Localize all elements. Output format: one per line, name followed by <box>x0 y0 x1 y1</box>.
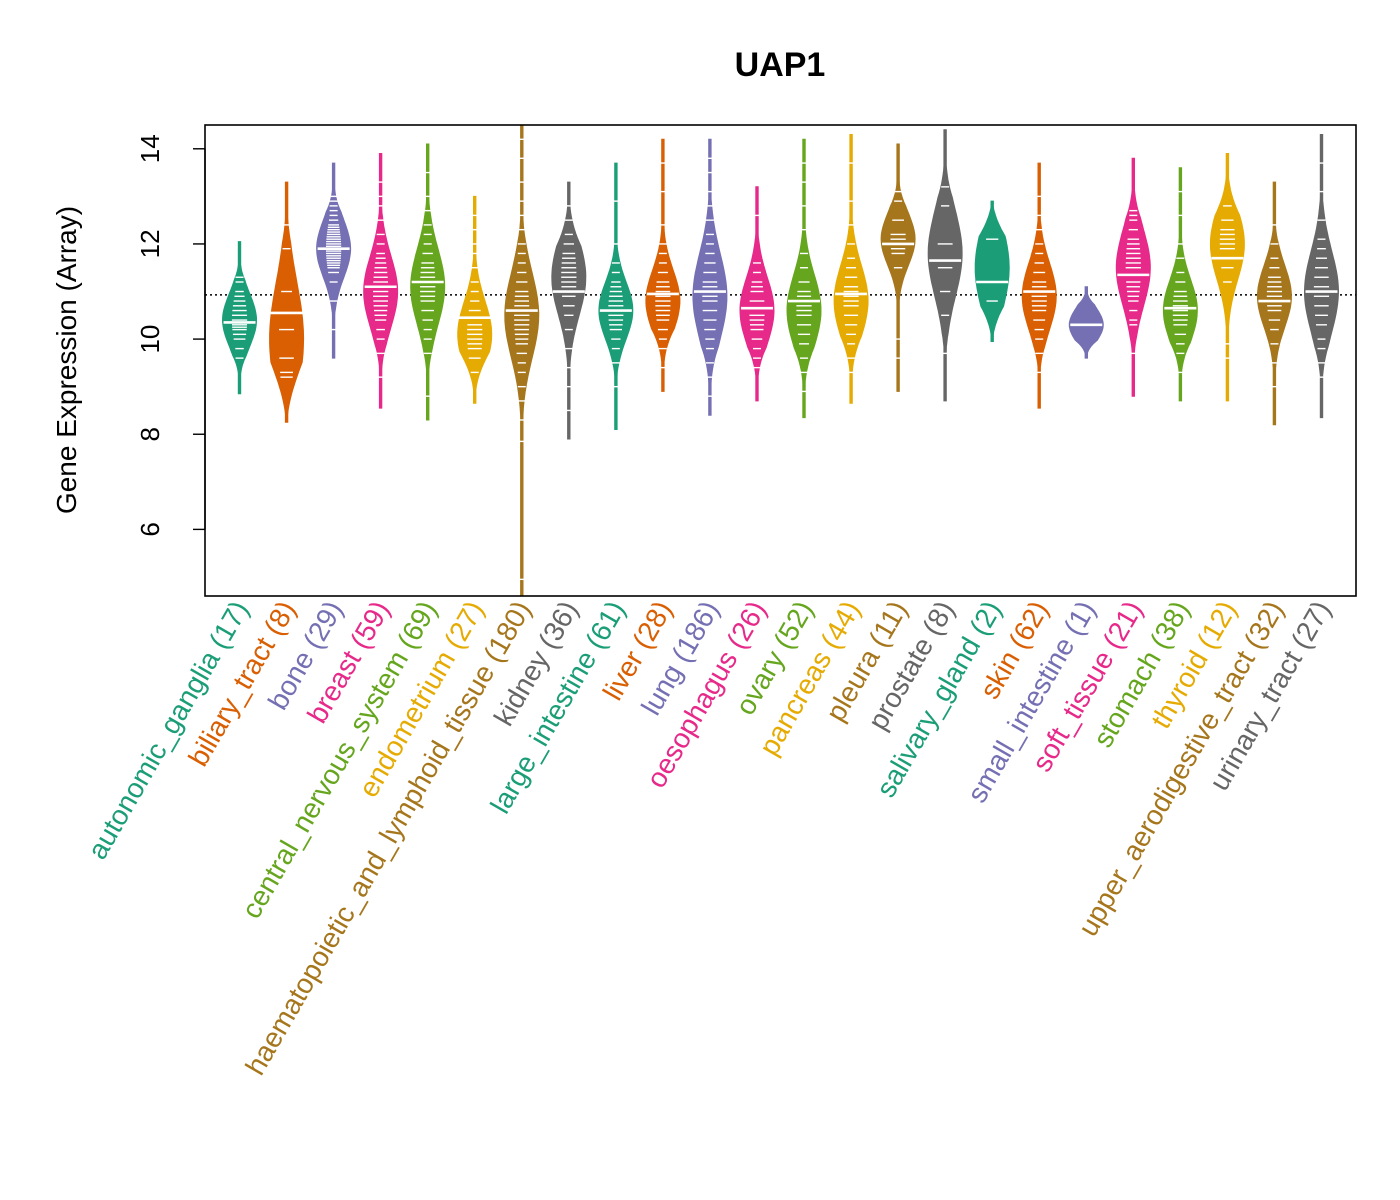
violin-urinary-tract <box>1304 134 1340 419</box>
violin-breast <box>363 153 399 409</box>
violin-body <box>1209 153 1245 402</box>
violin-body <box>221 241 257 395</box>
violin-body <box>504 124 540 597</box>
violin-kidney <box>551 181 587 440</box>
y-tick-label: 6 <box>135 522 165 536</box>
violin-body <box>1304 134 1340 419</box>
violin-body <box>645 138 681 392</box>
violin-body <box>1068 286 1104 359</box>
y-tick-label: 14 <box>135 134 165 163</box>
y-tick-label: 12 <box>135 229 165 258</box>
violin-salivary-gland <box>974 200 1010 342</box>
violin-bone <box>316 162 352 359</box>
violin-body <box>551 181 587 440</box>
violin-endometrium <box>457 195 493 404</box>
violin-body <box>927 129 963 402</box>
y-axis: 6 8 10 12 14 <box>135 134 206 537</box>
y-axis-label: Gene Expression (Array) <box>51 206 82 514</box>
y-tick-label: 10 <box>135 325 165 354</box>
chart-title: UAP1 <box>735 46 826 84</box>
violin-body <box>457 195 493 404</box>
violin-thyroid <box>1209 153 1245 402</box>
violin-skin <box>1021 162 1057 409</box>
violin-central-nervous-system <box>410 143 446 421</box>
violin-lung <box>692 138 728 416</box>
violin-body <box>1021 162 1057 409</box>
violin-body <box>739 186 775 402</box>
violin-body <box>1115 157 1151 397</box>
violin-upper-aerodigestive-tract <box>1256 181 1292 426</box>
violin-body <box>974 200 1010 342</box>
violin-pancreas <box>833 134 869 404</box>
violin-oesophagus <box>739 186 775 402</box>
violin-body <box>786 138 822 419</box>
violin-autonomic-ganglia <box>221 241 257 395</box>
violin-stomach <box>1162 167 1198 402</box>
violin-body <box>269 181 305 423</box>
violin-body <box>363 153 399 409</box>
violin-body <box>1256 181 1292 426</box>
violin-biliary-tract <box>269 181 305 423</box>
violin-body <box>1162 167 1198 402</box>
violin-pleura <box>880 143 916 392</box>
plot-frame <box>204 124 1357 597</box>
violin-body <box>833 134 869 404</box>
category-labels: autonomic_ganglia (17)biliary_tract (8)b… <box>82 596 1337 1081</box>
violin-soft-tissue <box>1115 157 1151 397</box>
violin-ovary <box>786 138 822 419</box>
y-tick-label: 8 <box>135 427 165 441</box>
violin-haematopoietic-and-lymphoid-tissue <box>504 124 540 597</box>
violin-small-intestine <box>1068 286 1104 359</box>
violin-large-intestine <box>598 162 634 430</box>
violin-liver <box>645 138 681 392</box>
violin-body <box>692 138 728 416</box>
violin-group <box>205 124 1356 597</box>
violin-prostate <box>927 129 963 402</box>
